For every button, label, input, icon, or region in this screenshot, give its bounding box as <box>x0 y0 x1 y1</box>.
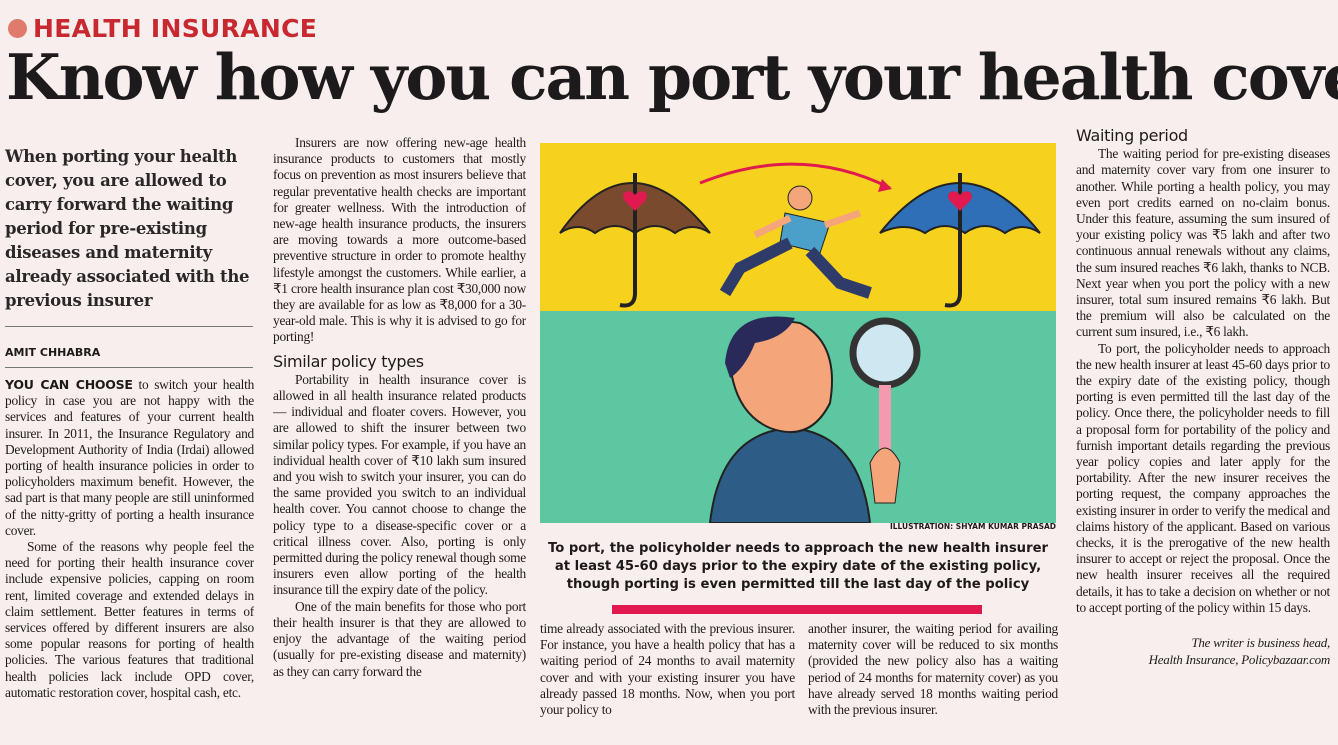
section-label: HEALTH INSURANCE <box>8 14 317 43</box>
running-man-icon <box>719 185 872 299</box>
column-4: Waiting period The waiting period for pr… <box>1076 128 1330 728</box>
paragraph: to switch your health policy in case you… <box>5 377 254 538</box>
headline: Know how you can port your health cover <box>6 40 1338 114</box>
paragraph: Portability in health insurance cover is… <box>273 371 526 598</box>
illustration <box>540 143 1056 523</box>
paragraph: another insurer, the waiting period for … <box>808 621 1058 718</box>
subheading: Waiting period <box>1076 128 1188 145</box>
paragraph: One of the main benefits for those who p… <box>273 598 526 679</box>
accent-bar <box>612 605 982 614</box>
section-label-text: HEALTH INSURANCE <box>33 14 318 43</box>
divider <box>5 367 253 368</box>
man-with-magnifier-icon <box>708 316 921 523</box>
lead-in: YOU CAN CHOOSE <box>5 377 133 392</box>
deck: When porting your health cover, you are … <box>5 147 250 310</box>
author-note-line: The writer is business head, <box>1191 635 1330 651</box>
author-note: The writer is business head, Health Insu… <box>1076 634 1330 668</box>
paragraph: To port, the policyholder needs to appro… <box>1076 340 1330 615</box>
magnifying-glass-icon <box>849 317 921 389</box>
column-3a: time already associated with the previou… <box>540 621 795 721</box>
column-1: YOU CAN CHOOSE to switch your health pol… <box>5 377 254 722</box>
column-3b: another insurer, the waiting period for … <box>808 621 1058 721</box>
subheading: Similar policy types <box>273 351 424 371</box>
paragraph: Some of the reasons why people feel the … <box>5 539 254 700</box>
author-note-line: Health Insurance, Policybazaar.com <box>1148 652 1330 668</box>
paragraph: The waiting period for pre-existing dise… <box>1076 146 1330 340</box>
paragraph: Insurers are now offering new-age health… <box>273 135 526 345</box>
illustration-credit: ILLUSTRATION: SHYAM KUMAR PRASAD <box>889 522 1056 531</box>
brown-umbrella-icon <box>559 173 711 308</box>
pull-quote: To port, the policyholder needs to appro… <box>547 541 1049 592</box>
paragraph: time already associated with the previou… <box>540 621 795 718</box>
column-2: Insurers are now offering new-age health… <box>273 135 526 723</box>
divider <box>5 326 253 327</box>
arrow-icon <box>699 162 891 190</box>
author-byline: AMIT CHHABRA <box>5 346 101 359</box>
blue-umbrella-icon <box>879 173 1041 308</box>
bullet-dot-icon <box>8 19 27 38</box>
